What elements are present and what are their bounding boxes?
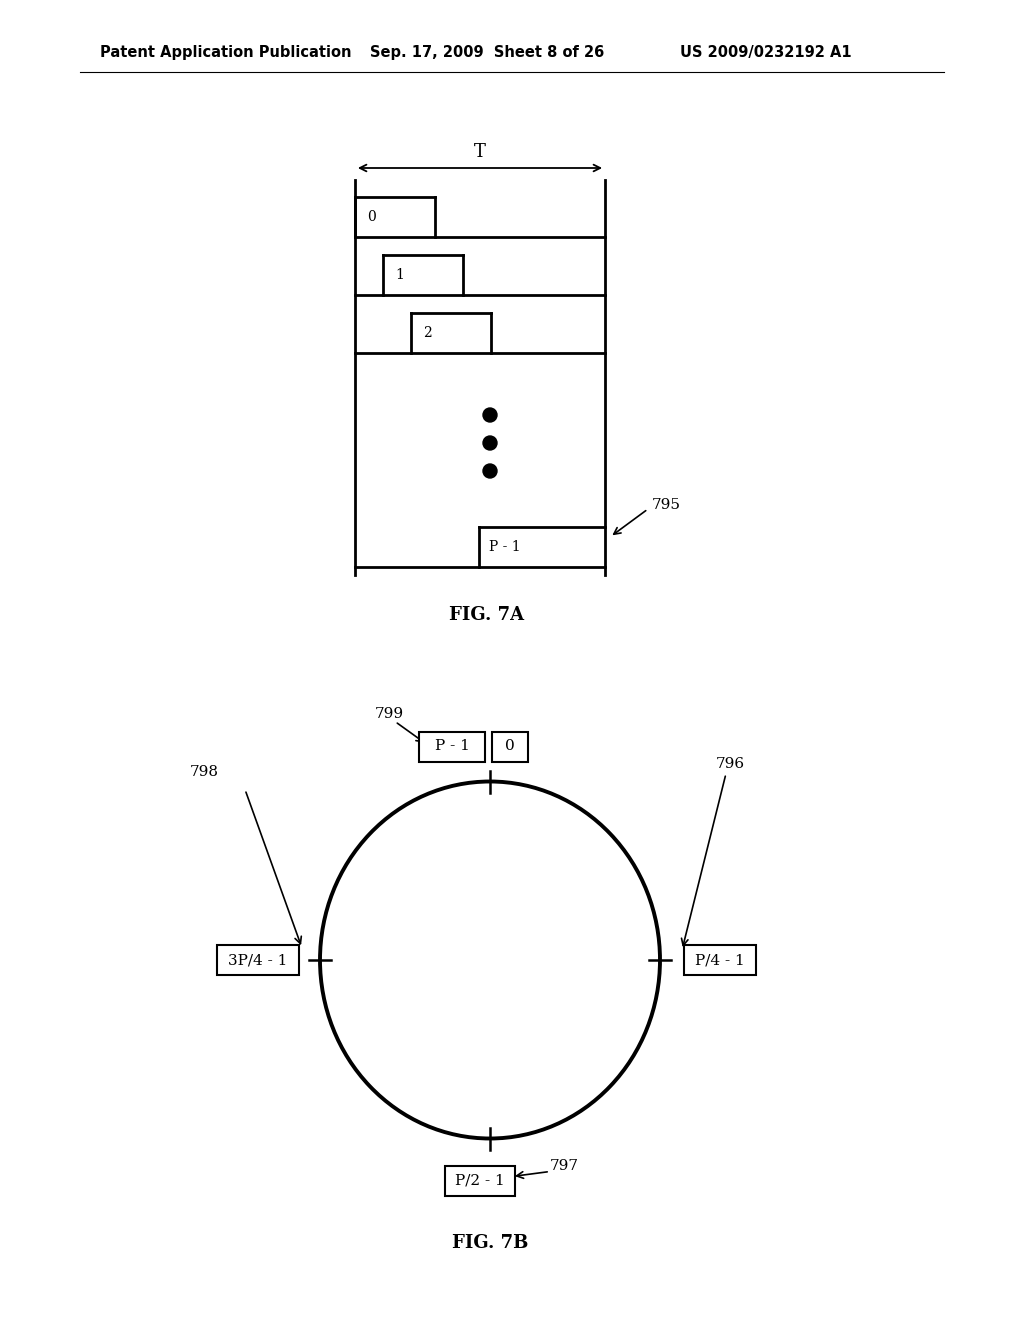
FancyBboxPatch shape [217,945,299,975]
FancyBboxPatch shape [419,731,485,762]
Text: 799: 799 [375,706,404,721]
Text: 0: 0 [505,739,515,754]
Text: FIG. 7B: FIG. 7B [452,1234,528,1253]
Text: 797: 797 [550,1159,579,1173]
Text: P/2 - 1: P/2 - 1 [455,1173,505,1188]
Text: 0: 0 [367,210,376,224]
Text: Patent Application Publication: Patent Application Publication [100,45,351,59]
FancyBboxPatch shape [492,731,528,762]
Text: T: T [474,143,486,161]
Circle shape [483,465,497,478]
Text: US 2009/0232192 A1: US 2009/0232192 A1 [680,45,852,59]
Text: 798: 798 [190,764,219,779]
Text: 796: 796 [716,756,745,771]
Circle shape [483,408,497,422]
Text: P - 1: P - 1 [489,540,520,554]
Text: P/4 - 1: P/4 - 1 [695,953,744,968]
Text: 2: 2 [423,326,432,341]
Text: FIG. 7A: FIG. 7A [450,606,524,624]
Text: 1: 1 [395,268,403,282]
Text: Sep. 17, 2009  Sheet 8 of 26: Sep. 17, 2009 Sheet 8 of 26 [370,45,604,59]
Text: P - 1: P - 1 [434,739,469,754]
Text: 795: 795 [652,498,681,512]
Text: 3P/4 - 1: 3P/4 - 1 [228,953,288,968]
Circle shape [483,436,497,450]
FancyBboxPatch shape [445,1166,515,1196]
FancyBboxPatch shape [684,945,756,975]
